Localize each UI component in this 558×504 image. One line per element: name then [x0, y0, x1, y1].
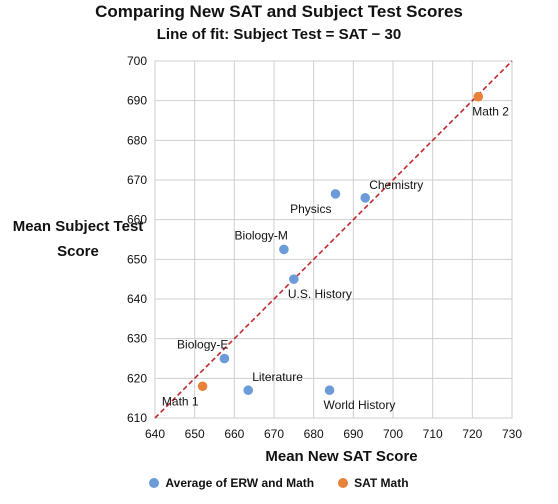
point-label: Biology-E — [177, 338, 228, 352]
y-tick-label: 660 — [127, 213, 147, 227]
point-label: Physics — [290, 202, 331, 216]
legend-label-erw-math: Average of ERW and Math — [165, 476, 315, 490]
point-label: Math 2 — [472, 105, 509, 119]
legend-swatch-sat-math — [338, 478, 349, 488]
data-point — [289, 274, 299, 284]
x-tick-label: 690 — [343, 427, 363, 441]
legend-item-sat-math: SAT Math — [338, 476, 409, 490]
y-tick-label: 630 — [127, 332, 147, 346]
data-point — [197, 381, 208, 392]
y-axis-label: Mean Subject Test Score — [12, 218, 144, 260]
data-point — [279, 244, 289, 255]
x-tick-label: 670 — [264, 427, 284, 441]
point-label: World History — [324, 398, 396, 412]
x-tick-label: 730 — [502, 427, 522, 441]
legend-swatch-erw-math — [149, 478, 160, 488]
data-point — [324, 385, 335, 396]
y-tick-label: 620 — [127, 371, 147, 385]
x-tick-label: 650 — [185, 427, 205, 441]
chart-subtitle: Line of fit: Subject Test = SAT − 30 — [156, 26, 402, 43]
x-tick-label: 640 — [145, 427, 165, 441]
x-axis-label: Mean New SAT Score — [265, 448, 418, 465]
y-tick-label: 680 — [127, 133, 147, 147]
y-tick-label: 610 — [127, 411, 147, 425]
y-tick-label: 670 — [127, 173, 147, 187]
point-label: Biology-M — [235, 228, 288, 242]
y-tick-label: 650 — [127, 252, 147, 266]
legend: Average of ERW and Math SAT Math — [0, 476, 558, 490]
y-tick-label: 700 — [127, 54, 147, 68]
data-point — [360, 193, 371, 203]
x-tick-label: 710 — [423, 427, 443, 441]
y-tick-label: 690 — [127, 94, 147, 108]
data-point — [219, 353, 230, 364]
chart-title: Comparing New SAT and Subject Test Score… — [95, 2, 463, 21]
line-of-fit — [154, 60, 513, 419]
point-label: Chemistry — [369, 178, 423, 192]
y-tick-label: 640 — [127, 292, 147, 306]
legend-label-sat-math: SAT Math — [354, 476, 409, 490]
point-label: Math 1 — [162, 394, 199, 408]
data-point — [473, 91, 484, 102]
point-label: Literature — [252, 370, 303, 384]
legend-item-erw-math: Average of ERW and Math — [149, 476, 314, 490]
x-tick-label: 700 — [383, 427, 403, 441]
data-point — [330, 189, 341, 199]
data-point — [243, 385, 254, 396]
x-tick-label: 720 — [462, 427, 482, 441]
x-tick-label: 660 — [224, 427, 244, 441]
x-tick-label: 680 — [304, 427, 324, 441]
point-label: U.S. History — [288, 287, 352, 301]
